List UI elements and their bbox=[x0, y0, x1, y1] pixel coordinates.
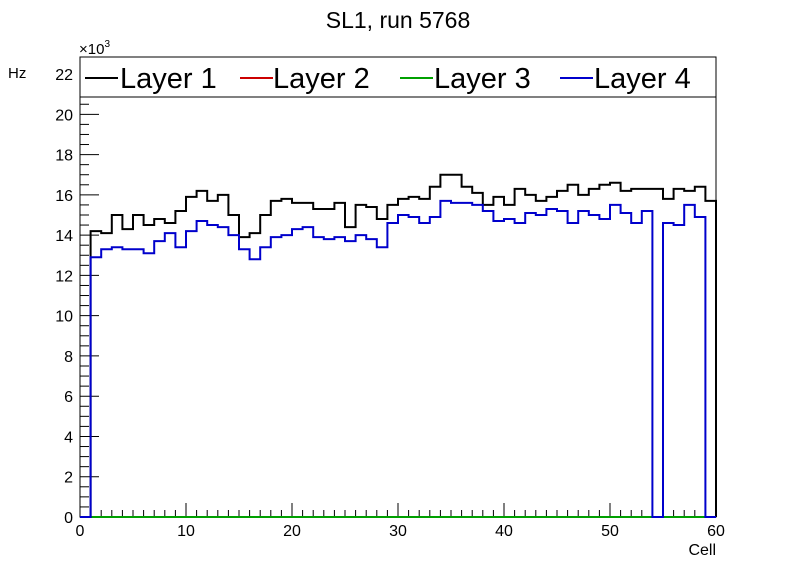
legend-label-layer-3: Layer 3 bbox=[434, 63, 531, 95]
y-axis-label: Hz bbox=[8, 65, 26, 82]
x-tick-label: 10 bbox=[177, 523, 195, 540]
series-layer bbox=[80, 173, 717, 518]
axis-tick-labels: 0 10 20 30 40 50 60 0 2 4 6 8 10 12 14 16 18 20 22 bbox=[55, 67, 725, 540]
x-tick-label: 30 bbox=[389, 523, 407, 540]
series-layer-1 bbox=[80, 173, 717, 518]
x-tick-label: 40 bbox=[495, 523, 513, 540]
legend: Layer 1 Layer 2 Layer 3 Layer 4 bbox=[79, 56, 717, 98]
y-tick-label: 4 bbox=[64, 429, 73, 446]
legend-label-layer-2: Layer 2 bbox=[273, 63, 370, 95]
y-tick-label: 16 bbox=[55, 188, 73, 205]
y-tick-label: 18 bbox=[55, 148, 73, 165]
x-tick-label: 0 bbox=[76, 523, 85, 540]
plot-frame bbox=[79, 65, 717, 518]
x-tick-label: 50 bbox=[601, 523, 619, 540]
y-tick-label: 14 bbox=[55, 228, 73, 245]
y-tick-label: 8 bbox=[64, 349, 73, 366]
x-tick-label: 60 bbox=[707, 523, 725, 540]
y-tick-label: 6 bbox=[64, 389, 73, 406]
y-tick-label: 2 bbox=[64, 470, 73, 487]
legend-label-layer-1: Layer 1 bbox=[120, 63, 217, 95]
y-multiplier-base: ×10 bbox=[79, 41, 104, 58]
y-tick-label: 10 bbox=[55, 309, 73, 326]
chart-title: SL1, run 5768 bbox=[326, 7, 471, 33]
series-layer-4 bbox=[80, 199, 716, 518]
legend-label-layer-4: Layer 4 bbox=[594, 63, 691, 95]
plot-area bbox=[79, 65, 717, 518]
y-tick-label: 0 bbox=[64, 510, 73, 527]
axis-ticks bbox=[79, 73, 717, 518]
x-tick-label: 20 bbox=[283, 523, 301, 540]
y-tick-label: 12 bbox=[55, 268, 73, 285]
legend-box bbox=[79, 56, 717, 98]
y-tick-label: 22 bbox=[55, 67, 73, 84]
x-axis-label: Cell bbox=[688, 542, 716, 559]
y-tick-label: 20 bbox=[55, 107, 73, 124]
y-multiplier-exponent: 3 bbox=[104, 39, 110, 50]
y-multiplier: ×103 bbox=[79, 39, 110, 58]
